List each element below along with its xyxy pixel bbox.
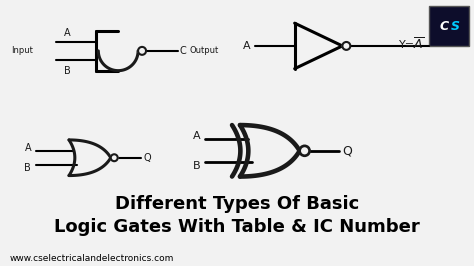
Text: C: C <box>439 20 449 33</box>
Circle shape <box>342 42 350 50</box>
Circle shape <box>138 47 146 55</box>
Text: Different Types Of Basic: Different Types Of Basic <box>115 195 359 213</box>
Text: A: A <box>64 28 71 38</box>
Text: Logic Gates With Table & IC Number: Logic Gates With Table & IC Number <box>54 218 420 236</box>
Text: B: B <box>64 66 71 76</box>
Text: B: B <box>25 163 31 173</box>
Circle shape <box>300 146 310 156</box>
Text: Q: Q <box>342 144 352 157</box>
Text: $\overline{A}$: $\overline{A}$ <box>413 37 424 53</box>
Text: A: A <box>192 131 200 141</box>
Text: A: A <box>25 143 31 153</box>
Text: Output: Output <box>190 46 219 55</box>
Text: www.cselectricalandelectronics.com: www.cselectricalandelectronics.com <box>9 254 173 263</box>
Text: B: B <box>192 161 200 171</box>
Text: A: A <box>243 41 251 51</box>
Circle shape <box>111 154 118 161</box>
Text: Input: Input <box>11 46 33 55</box>
Text: Q: Q <box>144 153 151 163</box>
Text: C: C <box>180 46 187 56</box>
Text: S: S <box>451 20 460 33</box>
Text: Y=: Y= <box>399 40 415 50</box>
Bar <box>429 6 469 46</box>
